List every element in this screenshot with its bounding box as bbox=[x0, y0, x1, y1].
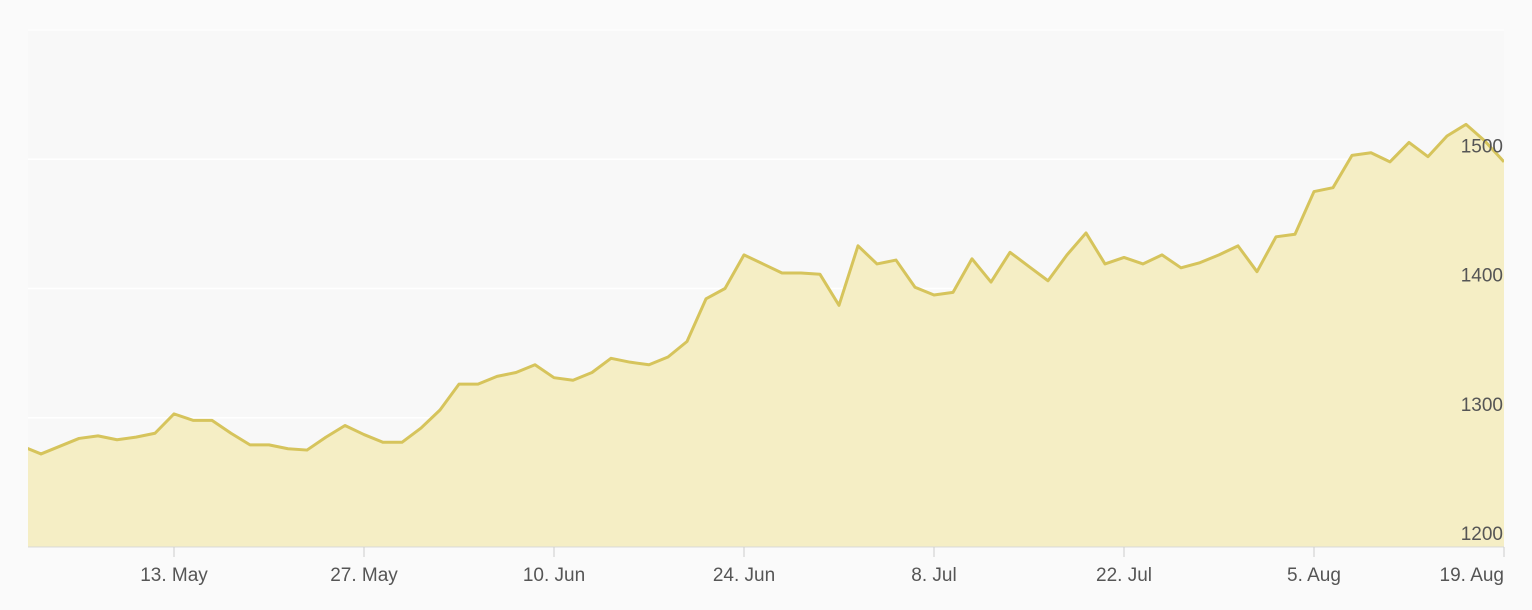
x-tick-label: 10. Jun bbox=[523, 565, 585, 586]
y-tick-label: 1300 bbox=[1461, 395, 1503, 416]
x-tick-label: 22. Jul bbox=[1096, 565, 1152, 586]
x-tick-label: 5. Aug bbox=[1287, 565, 1341, 586]
x-tick-label: 27. May bbox=[330, 565, 398, 586]
series bbox=[28, 122, 1504, 547]
x-tick-label: 24. Jun bbox=[713, 565, 775, 586]
area-line bbox=[28, 122, 1504, 456]
y-tick-label: 1200 bbox=[1461, 524, 1503, 545]
x-tick-label: 8. Jul bbox=[911, 565, 956, 586]
y-tick-label: 1400 bbox=[1461, 266, 1503, 287]
y-tick-label: 1500 bbox=[1461, 136, 1503, 157]
x-tick-label: 13. May bbox=[140, 565, 208, 586]
axes: 1200 1300 1400 1500 13. May 27. May 10. Jun 24.… bbox=[28, 136, 1505, 586]
area-fill bbox=[28, 124, 1504, 547]
x-tick-label: 19. Aug bbox=[1440, 565, 1504, 586]
